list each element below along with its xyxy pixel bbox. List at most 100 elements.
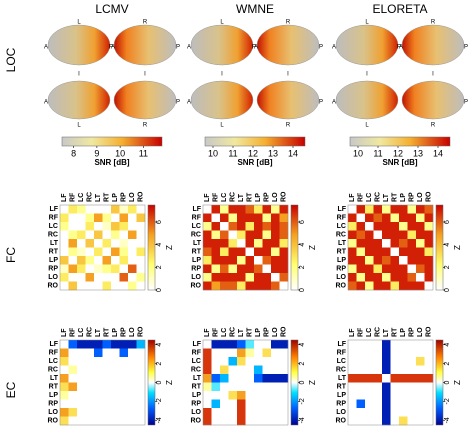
- matrix-cell: [254, 416, 263, 426]
- matrix-cell: [119, 357, 129, 366]
- matrix-cell: [365, 256, 374, 265]
- row-label-region: RC: [336, 232, 346, 239]
- matrix-cell: [254, 365, 263, 375]
- matrix-cell: [424, 222, 434, 231]
- row-label-region: LP: [192, 257, 201, 264]
- matrix-cell: [279, 205, 289, 214]
- matrix-cell: [220, 230, 229, 240]
- row-label-region: LF: [337, 341, 346, 348]
- matrix-cell: [203, 348, 212, 358]
- matrix-cell: [211, 340, 221, 349]
- matrix-cell: [119, 391, 129, 400]
- brain-label: P: [252, 45, 256, 51]
- matrix-cell: [220, 408, 229, 417]
- matrix-cell: [348, 416, 357, 426]
- matrix-cell: [373, 239, 383, 248]
- matrix-cell: [237, 256, 246, 265]
- column-title: ELORETA: [372, 2, 427, 16]
- matrix-cell: [254, 264, 263, 274]
- row-label-region: RT: [337, 384, 347, 391]
- row-label-region: RT: [192, 249, 202, 256]
- matrix-cell: [68, 239, 78, 248]
- colorbar-label: Z: [308, 245, 317, 250]
- matrix-cell: [245, 205, 255, 214]
- matrix-cell: [128, 357, 137, 366]
- matrix-cell: [136, 222, 146, 231]
- colorbar-tick-label: 6: [156, 220, 163, 224]
- matrix-cell: [382, 281, 391, 291]
- matrix-cell: [94, 408, 103, 417]
- col-label: LF: [349, 328, 356, 337]
- row-label-region: LF: [192, 341, 201, 348]
- matrix-cell: [237, 382, 246, 392]
- matrix-cell: [60, 264, 69, 274]
- col-label: LF: [349, 193, 356, 202]
- matrix-cell: [228, 416, 238, 426]
- matrix-cell: [77, 247, 86, 257]
- col-label: RF: [358, 327, 365, 337]
- matrix-cell: [254, 391, 263, 400]
- row-label-region: RO: [191, 418, 202, 425]
- matrix-cell: [102, 273, 112, 282]
- matrix-cell: [94, 256, 103, 265]
- matrix-cell: [60, 408, 69, 417]
- matrix-cell: [407, 205, 417, 214]
- brain-panel: L RA PA PI IA PL R: [187, 20, 323, 129]
- matrix-cell: [245, 256, 255, 265]
- brain-label: P: [319, 45, 323, 51]
- col-label: RF: [70, 192, 77, 202]
- matrix-cell: [245, 416, 255, 426]
- col-label: RF: [358, 192, 365, 202]
- matrix-cell: [279, 416, 289, 426]
- matrix-cell: [203, 239, 212, 248]
- matrix-cell: [271, 357, 280, 366]
- brain-label: A: [254, 45, 258, 51]
- matrix-cell: [407, 374, 417, 383]
- matrix-cell: [390, 281, 400, 291]
- matrix-cell: [382, 399, 391, 409]
- colorbar-label: Z: [453, 380, 462, 385]
- matrix-cell: [60, 382, 69, 392]
- matrix-cell: [237, 239, 246, 248]
- matrix-cell: [220, 213, 229, 223]
- matrix-cell: [128, 399, 137, 409]
- matrix-cell: [111, 222, 120, 231]
- matrix-cell: [77, 230, 86, 240]
- matrix-cell: [382, 247, 391, 257]
- matrix-cell: [365, 222, 374, 231]
- matrix-cell: [373, 365, 383, 375]
- matrix-cell: [254, 357, 263, 366]
- matrix-cell: [390, 239, 400, 248]
- matrix-cell: [365, 348, 374, 358]
- matrix-cell: [94, 222, 103, 231]
- matrix-cell: [382, 264, 391, 274]
- matrix-cell: [102, 281, 112, 291]
- col-label: RO: [426, 191, 433, 202]
- matrix-cell: [254, 230, 263, 240]
- brain-label: A: [332, 45, 336, 51]
- matrix-cell: [85, 213, 95, 223]
- brain-label: A: [332, 100, 336, 106]
- matrix-cell: [271, 391, 280, 400]
- matrix-cell: [211, 264, 221, 274]
- matrix-cell: [348, 205, 357, 214]
- matrix-cell: [136, 340, 146, 349]
- matrix-cell: [128, 230, 137, 240]
- colorbar-tick-label: 0: [444, 380, 451, 384]
- col-label: RO: [281, 326, 288, 337]
- matrix-cell: [245, 230, 255, 240]
- col-label: LP: [255, 193, 262, 202]
- column-title: WMNE: [236, 2, 274, 16]
- matrix-cell: [60, 391, 69, 400]
- col-label: RC: [230, 192, 237, 202]
- matrix-cell: [399, 273, 408, 282]
- matrix-cell: [136, 357, 146, 366]
- colorbar-label: Z: [308, 380, 317, 385]
- matrix-cell: [424, 205, 434, 214]
- brain-label: I: [144, 72, 146, 78]
- colorbar-tick-label: 14: [433, 148, 443, 158]
- matrix-cell: [373, 357, 383, 366]
- colorbar-label: SNR [dB]: [94, 158, 129, 167]
- col-label: RF: [70, 327, 77, 337]
- brain-label: A: [187, 100, 191, 106]
